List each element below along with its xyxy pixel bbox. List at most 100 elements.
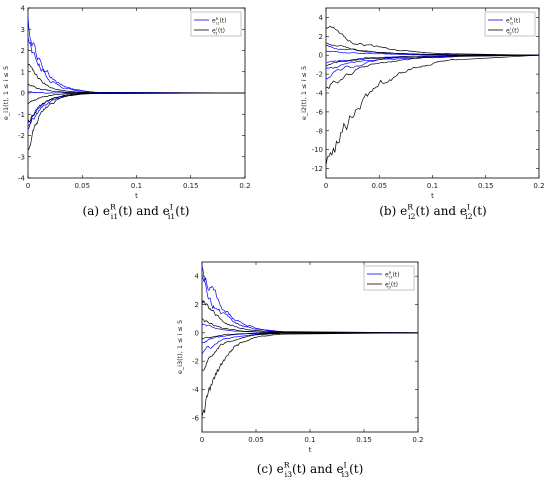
y-tick-label: 0 (195, 329, 199, 337)
term-arg: (t) (416, 204, 430, 218)
x-tick-label: 0.1 (427, 182, 438, 190)
term-base: e (400, 204, 407, 218)
legend: eR i1(t)eI i1(t) (190, 11, 242, 37)
series-line-imag (202, 332, 418, 340)
y-tick-label: 4 (21, 5, 26, 13)
term-base: e (212, 28, 216, 35)
x-tick-label: 0.2 (239, 182, 250, 190)
term-sup: R (407, 203, 414, 212)
x-axis-label: t (431, 192, 434, 200)
x-tick-label: 0.15 (183, 182, 199, 190)
term-sub: i3 (342, 470, 349, 479)
legend-label: eR i3(t) (385, 270, 400, 280)
series-line-real (28, 16, 245, 94)
term-arg: (t) (391, 282, 398, 289)
term-sup: R (510, 16, 513, 21)
series-line-imag (202, 318, 418, 334)
y-tick-label: -10 (312, 146, 323, 154)
y-tick-label: 3 (21, 26, 25, 34)
series-group (28, 16, 245, 151)
y-tick-label: -2 (316, 71, 323, 79)
y-axis-label: e_i1(t), 1 ≤ i ≤ 5 (2, 66, 10, 120)
term-arg: (t) (473, 204, 487, 218)
y-tick-label: -2 (192, 358, 199, 366)
chart-panel-c: 0 0.05 0.1 0.15 0.2 -6 -4 -2 0 2 4 t e_i3(t), 1 ≤ i … (176, 261, 424, 454)
y-tick-label: -4 (18, 175, 26, 183)
term-sup: I (510, 26, 511, 31)
term-arg: (t) (219, 18, 226, 25)
series-line-imag (28, 92, 245, 105)
y-tick-label: -4 (192, 386, 200, 394)
term-base: e (103, 204, 110, 218)
legend-box (484, 11, 536, 37)
x-tick-label: 0.1 (304, 436, 315, 444)
term-sub: i1 (214, 31, 218, 36)
y-tick-label: 2 (319, 33, 323, 41)
term-sub: i2 (465, 212, 472, 221)
legend-label: eI i1(t) (212, 26, 225, 36)
term-sub: i2 (508, 31, 512, 36)
series-line-real (202, 277, 418, 334)
term-base: e (385, 282, 389, 289)
y-tick-label: 0 (319, 52, 323, 60)
x-tick-label: 0.1 (131, 182, 142, 190)
term-base: e (163, 204, 170, 218)
series-line-imag (202, 332, 418, 371)
x-tick-label: 0.2 (412, 436, 423, 444)
y-tick-label: -3 (18, 153, 25, 161)
y-tick-label: 2 (21, 47, 25, 55)
x-tick-label: 0.15 (478, 182, 494, 190)
term-sup: R (110, 203, 117, 212)
y-tick-label: -4 (316, 90, 324, 98)
x-tick-label: 0.05 (74, 182, 90, 190)
y-tick-label: 2 (195, 301, 199, 309)
x-tick-label: 0.05 (371, 182, 387, 190)
series-group (326, 25, 539, 166)
term-arg: (t) (392, 272, 399, 279)
x-axis-label: t (309, 446, 312, 454)
x-tick-label: 0.2 (533, 182, 544, 190)
term-sub: i1 (168, 212, 175, 221)
term-sup: R (284, 461, 291, 470)
term-arg: (t) (118, 204, 132, 218)
x-tick-label: 0 (200, 436, 204, 444)
term-sub: i1 (111, 212, 118, 221)
term-arg: (t) (218, 28, 225, 35)
series-line-imag (202, 332, 418, 417)
x-tick-label: 0 (324, 182, 328, 190)
series-line-imag (28, 92, 245, 151)
series-line-imag (326, 54, 539, 166)
legend-label: eI i2(t) (506, 26, 519, 36)
term-sub: i1 (216, 21, 220, 26)
y-tick-label: 4 (195, 273, 200, 281)
series-line-real (326, 54, 539, 80)
term-sub: i2 (408, 212, 415, 221)
term-sup: R (216, 16, 219, 21)
term-arg: (t) (512, 28, 519, 35)
y-tick-label: 1 (21, 68, 25, 76)
series-line-real (202, 266, 418, 334)
term-sup: I (216, 26, 217, 31)
caption-conj: and (306, 462, 336, 476)
series-line-imag (326, 42, 539, 56)
term-base: e (460, 204, 467, 218)
term-base: e (212, 18, 216, 25)
caption-conj: and (430, 204, 460, 218)
x-tick-label: 0 (26, 182, 30, 190)
panel-caption-c: (c) eR i3(t) and eI i3(t) (257, 461, 364, 480)
plot-area (201, 261, 419, 433)
term-arg: (t) (175, 204, 189, 218)
caption-label: (c) (257, 462, 277, 476)
series-line-imag (28, 83, 245, 94)
y-tick-label: -2 (18, 132, 25, 140)
series-line-imag (326, 25, 539, 56)
x-tick-label: 0.05 (248, 436, 264, 444)
x-tick-label: 0.15 (356, 436, 372, 444)
legend-box (190, 11, 242, 37)
term-sub: i2 (510, 21, 514, 26)
term-base: e (506, 18, 510, 25)
term-sub: i3 (285, 470, 292, 479)
legend-box (363, 265, 415, 291)
term-arg: (t) (349, 462, 363, 476)
